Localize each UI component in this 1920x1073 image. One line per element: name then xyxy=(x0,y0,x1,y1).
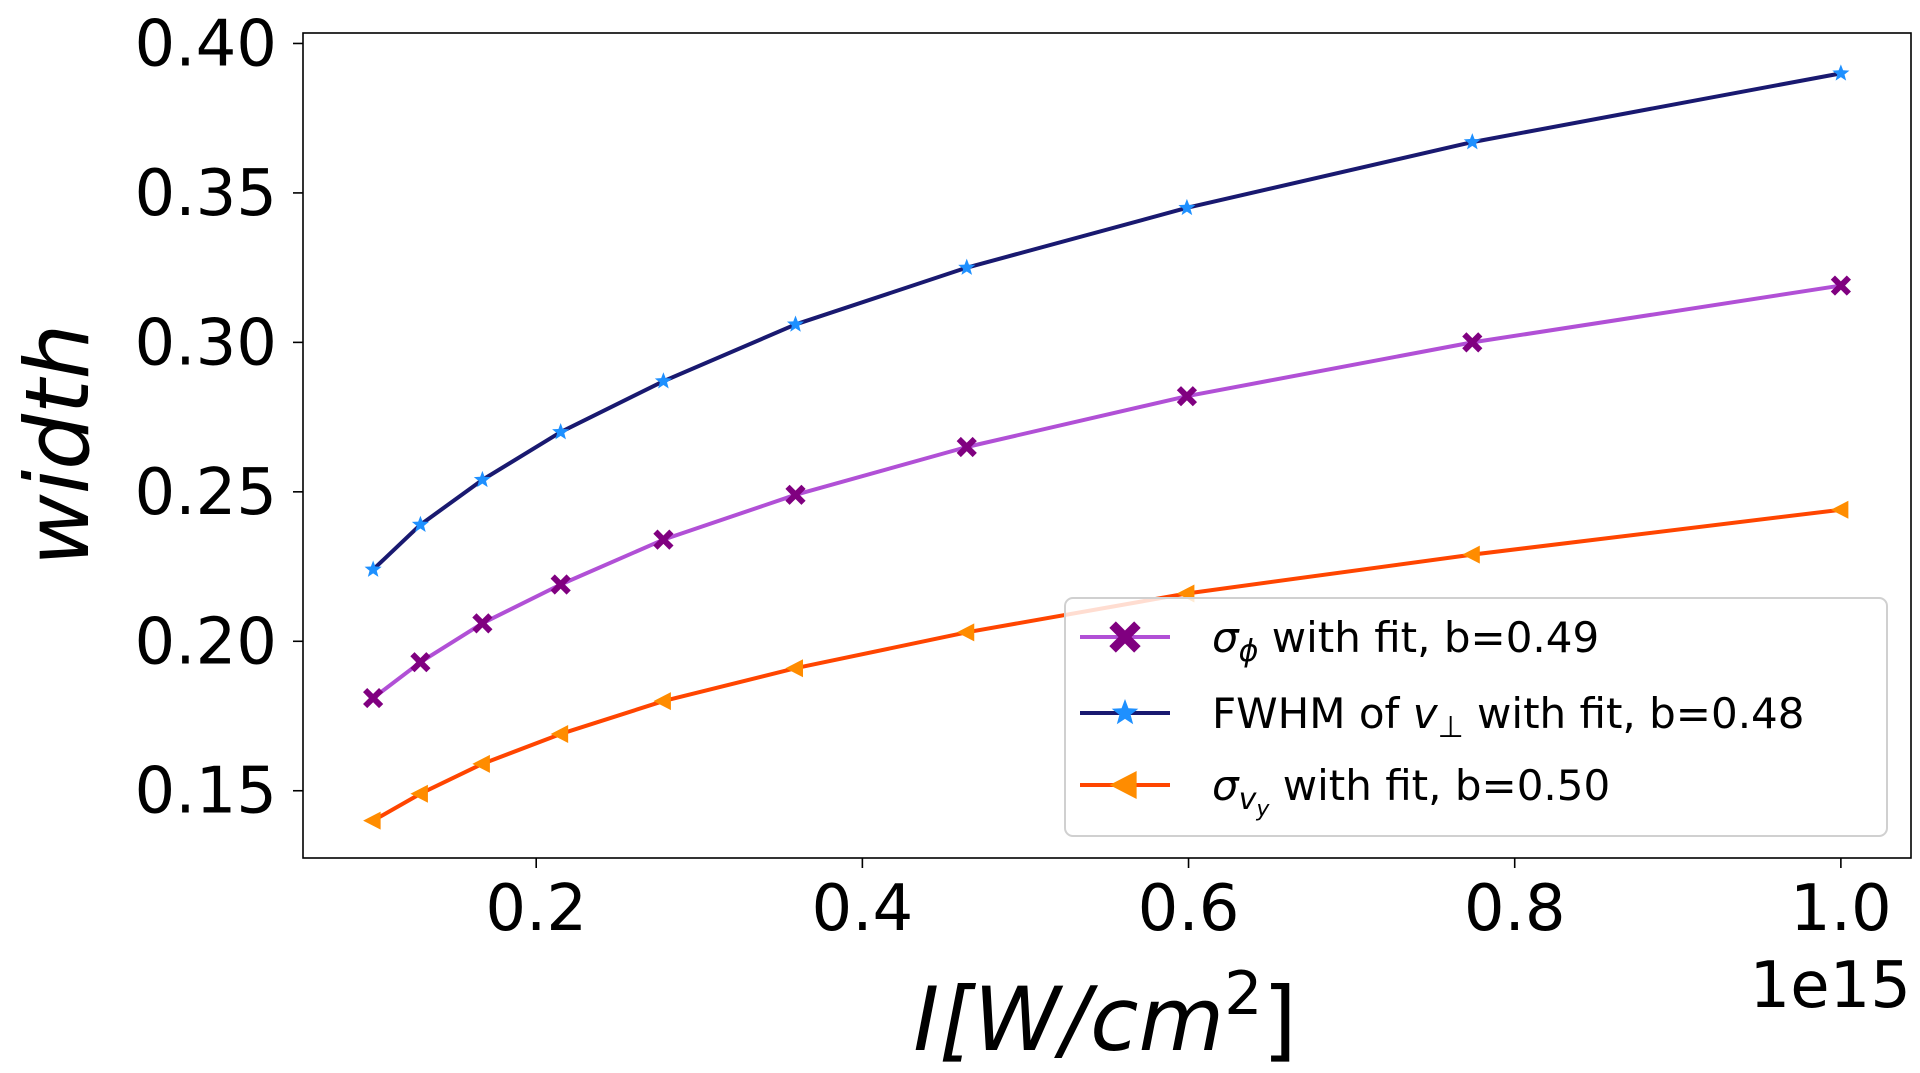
sigma-phi-legend-label: σϕ with fit, b=0.49 xyxy=(1212,613,1599,669)
fwhm-vperp-point xyxy=(552,423,570,440)
fwhm-vperp-line xyxy=(371,71,1842,572)
sigma-vy-point xyxy=(785,659,804,678)
y-axis-label: width xyxy=(6,324,109,567)
y-tick-label: 0.15 xyxy=(135,755,278,829)
sigma-vy-point xyxy=(550,724,569,743)
fwhm-vperp-point xyxy=(1463,133,1481,150)
fwhm-vperp-point xyxy=(786,315,805,332)
fwhm-vperp-point xyxy=(958,258,976,275)
x-tick-label: 1.0 xyxy=(1790,872,1892,946)
fwhm-vperp-point xyxy=(473,470,491,488)
sigma-phi-line xyxy=(371,283,1842,700)
fwhm-vperp-point xyxy=(1832,64,1850,81)
sigma-vy-point xyxy=(1462,545,1480,564)
fwhm-vperp-point xyxy=(411,515,429,532)
plot-area xyxy=(363,64,1851,830)
axes: 0.2 0.4 0.6 0.8 1.0 0.15 0.20 0.25 0.30 0.35 0.40 1… xyxy=(6,7,1912,1071)
sigma-vy-point xyxy=(653,692,671,711)
y-tick-label: 0.35 xyxy=(135,157,278,231)
x-tick-label: 0.8 xyxy=(1464,872,1566,946)
fwhm-vperp-legend-marker xyxy=(1111,699,1139,725)
sigma-phi-point xyxy=(956,436,977,458)
sigma-phi-point xyxy=(1462,332,1483,353)
y-tick-label: 0.40 xyxy=(135,7,278,81)
x-tick-label: 0.4 xyxy=(811,872,913,946)
sigma-phi-point xyxy=(1830,275,1851,296)
x-tick-label: 0.2 xyxy=(485,872,587,946)
sigma-phi-legend-marker xyxy=(1109,621,1141,653)
sigma-vy-point xyxy=(363,811,381,830)
sigma-phi-point xyxy=(410,652,431,673)
fwhm-vperp-point xyxy=(654,372,672,389)
legend-box xyxy=(1064,597,1888,837)
x-axis-label: I[W/cm2] xyxy=(913,959,1297,1071)
sigma-phi-point xyxy=(1176,386,1198,407)
sigma-vy-point xyxy=(956,623,975,642)
sigma-phi-point xyxy=(363,687,384,709)
sigma-vy-point xyxy=(1830,500,1849,519)
sigma-vy-point xyxy=(410,784,428,803)
legend: σϕ with fit, b=0.49 FWHM of v⊥ with fit, … xyxy=(1064,597,1888,837)
x-tick-label: 0.6 xyxy=(1138,872,1240,946)
sigma-phi-point xyxy=(785,484,806,505)
x-offset-label: 1e15 xyxy=(1749,949,1911,1023)
sigma-vy-point xyxy=(472,754,490,773)
sigma-phi-point xyxy=(653,529,674,550)
axes-frame xyxy=(302,32,1912,859)
y-tick-label: 0.30 xyxy=(135,306,278,380)
fwhm-vperp-point xyxy=(1178,198,1196,216)
sigma-phi-point xyxy=(472,613,493,634)
sigma-vy-legend-label: σvy with fit, b=0.50 xyxy=(1212,761,1610,822)
y-tick-label: 0.25 xyxy=(135,456,278,530)
fwhm-vperp-point xyxy=(364,560,382,577)
sigma-vy-line xyxy=(372,507,1842,823)
y-tick-label: 0.20 xyxy=(135,605,278,679)
fwhm-vperp-legend-label: FWHM of v⊥ with fit, b=0.48 xyxy=(1212,689,1805,745)
sigma-vy-legend-marker xyxy=(1109,771,1137,799)
sigma-phi-point xyxy=(550,574,571,595)
